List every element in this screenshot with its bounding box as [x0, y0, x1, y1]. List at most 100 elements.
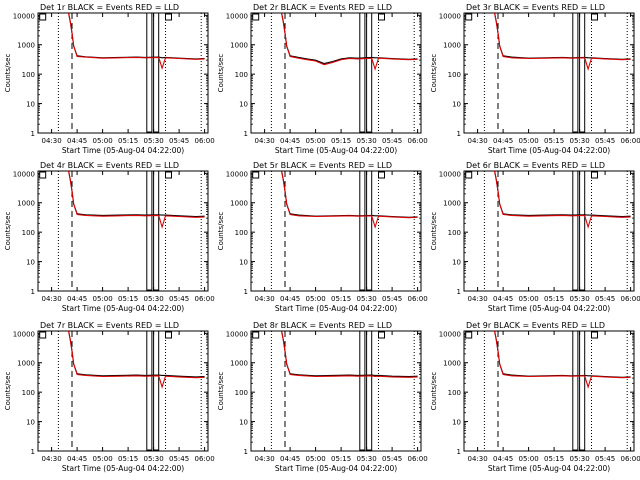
- x-tick-label: 05:00: [306, 455, 326, 463]
- x-tick-label: 05:00: [306, 295, 326, 303]
- events-series-line: [494, 171, 631, 218]
- y-tick-label: 1000: [230, 200, 248, 208]
- y-axis-label: Counts/sec: [430, 54, 438, 93]
- lld-series-line: [281, 331, 418, 378]
- x-tick-label: 06:00: [195, 137, 215, 145]
- x-axis-label: Start Time (05-Aug-04 04:22:00): [62, 304, 184, 313]
- detector-panel-4: Det 4r BLACK = Events RED = LLD 1 10 100 100…: [4, 161, 215, 313]
- panel-title: Det 2r BLACK = Events RED = LLD: [253, 3, 392, 12]
- y-tick-label: 1: [244, 130, 248, 138]
- box-marker: [378, 13, 385, 21]
- y-tick-label: 10000: [439, 12, 461, 20]
- box-marker: [252, 171, 260, 179]
- detector-panel-8: Det 8r BLACK = Events RED = LLD 1 10 100 100…: [217, 321, 428, 473]
- plot-data: [270, 171, 418, 291]
- x-tick-label: 04:30: [468, 455, 488, 463]
- x-tick-label: 05:00: [519, 137, 539, 145]
- x-tick-label: 05:45: [169, 295, 189, 303]
- box-marker: [591, 331, 598, 339]
- y-tick-label: 1: [31, 448, 35, 456]
- lld-series-line: [494, 331, 631, 389]
- y-axis-label: Counts/sec: [217, 212, 225, 251]
- plot-frame: [463, 330, 635, 452]
- y-tick-label: 1000: [443, 42, 461, 50]
- x-tick-label: 04:30: [255, 295, 275, 303]
- x-tick-label: 04:45: [493, 295, 513, 303]
- lld-series-line: [68, 331, 205, 389]
- y-tick-label: 10000: [13, 170, 35, 178]
- x-tick-label: 05:15: [331, 137, 351, 145]
- x-tick-label: 05:30: [570, 295, 590, 303]
- y-tick-label: 1000: [230, 360, 248, 368]
- detector-panel-7: Det 7r BLACK = Events RED = LLD 1 10 100 100…: [4, 321, 215, 473]
- y-tick-label: 100: [235, 71, 248, 79]
- y-tick-label: 10: [239, 101, 248, 109]
- y-tick-label: 1: [244, 448, 248, 456]
- lld-series-line: [68, 171, 205, 229]
- x-tick-label: 05:15: [118, 455, 138, 463]
- box-marker: [165, 13, 172, 21]
- x-tick-label: 05:30: [144, 137, 164, 145]
- x-tick-label: 06:00: [195, 455, 215, 463]
- events-series-line: [281, 171, 418, 218]
- y-axis-label: Counts/sec: [217, 372, 225, 411]
- x-tick-label: 04:30: [468, 295, 488, 303]
- panel-title: Det 6r BLACK = Events RED = LLD: [466, 161, 605, 170]
- y-tick-label: 1000: [230, 42, 248, 50]
- plot-data: [483, 171, 631, 291]
- x-tick-label: 05:15: [544, 137, 564, 145]
- x-tick-label: 05:15: [331, 455, 351, 463]
- y-tick-label: 1000: [17, 42, 35, 50]
- detector-panel-5: Det 5r BLACK = Events RED = LLD 1 10 100 100…: [217, 161, 428, 313]
- y-tick-label: 10: [452, 101, 461, 109]
- y-tick-label: 100: [448, 389, 461, 397]
- y-axis-label: Counts/sec: [217, 54, 225, 93]
- y-tick-label: 10: [26, 419, 35, 427]
- x-tick-label: 05:30: [357, 455, 377, 463]
- box-marker: [378, 171, 385, 179]
- x-tick-label: 05:15: [544, 455, 564, 463]
- x-tick-label: 04:30: [468, 137, 488, 145]
- y-tick-label: 1: [31, 288, 35, 296]
- x-tick-label: 06:00: [408, 455, 428, 463]
- y-tick-label: 1000: [443, 200, 461, 208]
- x-tick-label: 04:45: [280, 455, 300, 463]
- y-tick-label: 10000: [226, 12, 248, 20]
- x-tick-label: 05:30: [357, 137, 377, 145]
- x-tick-label: 05:45: [169, 455, 189, 463]
- x-tick-label: 05:00: [306, 137, 326, 145]
- y-tick-label: 100: [448, 71, 461, 79]
- detector-panel-9: Det 9r BLACK = Events RED = LLD 1 10 100 100…: [430, 321, 640, 473]
- box-marker: [465, 13, 473, 21]
- y-axis-label: Counts/sec: [4, 212, 12, 251]
- x-tick-label: 06:00: [408, 137, 428, 145]
- x-tick-label: 05:45: [595, 137, 615, 145]
- y-tick-label: 100: [235, 389, 248, 397]
- y-tick-label: 10000: [13, 330, 35, 338]
- plot-frame: [463, 170, 635, 292]
- events-series-line: [68, 171, 205, 218]
- plot-data: [57, 171, 205, 291]
- box-marker: [39, 13, 47, 21]
- x-axis-label: Start Time (05-Aug-04 04:22:00): [275, 146, 397, 155]
- plot-data: [270, 331, 418, 451]
- x-tick-label: 04:45: [280, 295, 300, 303]
- events-series-line: [281, 13, 418, 65]
- x-tick-label: 04:45: [67, 137, 87, 145]
- x-tick-label: 05:45: [382, 137, 402, 145]
- plot-data: [483, 13, 631, 133]
- y-tick-label: 10: [26, 101, 35, 109]
- x-tick-label: 05:30: [570, 455, 590, 463]
- plot-frame: [37, 330, 209, 452]
- x-tick-label: 04:30: [42, 295, 62, 303]
- box-marker: [591, 171, 598, 179]
- y-axis-label: Counts/sec: [4, 54, 12, 93]
- y-axis-label: Counts/sec: [430, 212, 438, 251]
- panel-title: Det 3r BLACK = Events RED = LLD: [466, 3, 605, 12]
- y-tick-label: 10: [452, 259, 461, 267]
- panel-title: Det 4r BLACK = Events RED = LLD: [40, 161, 179, 170]
- x-tick-label: 04:30: [255, 137, 275, 145]
- y-tick-label: 100: [22, 71, 35, 79]
- events-series-line: [494, 331, 631, 378]
